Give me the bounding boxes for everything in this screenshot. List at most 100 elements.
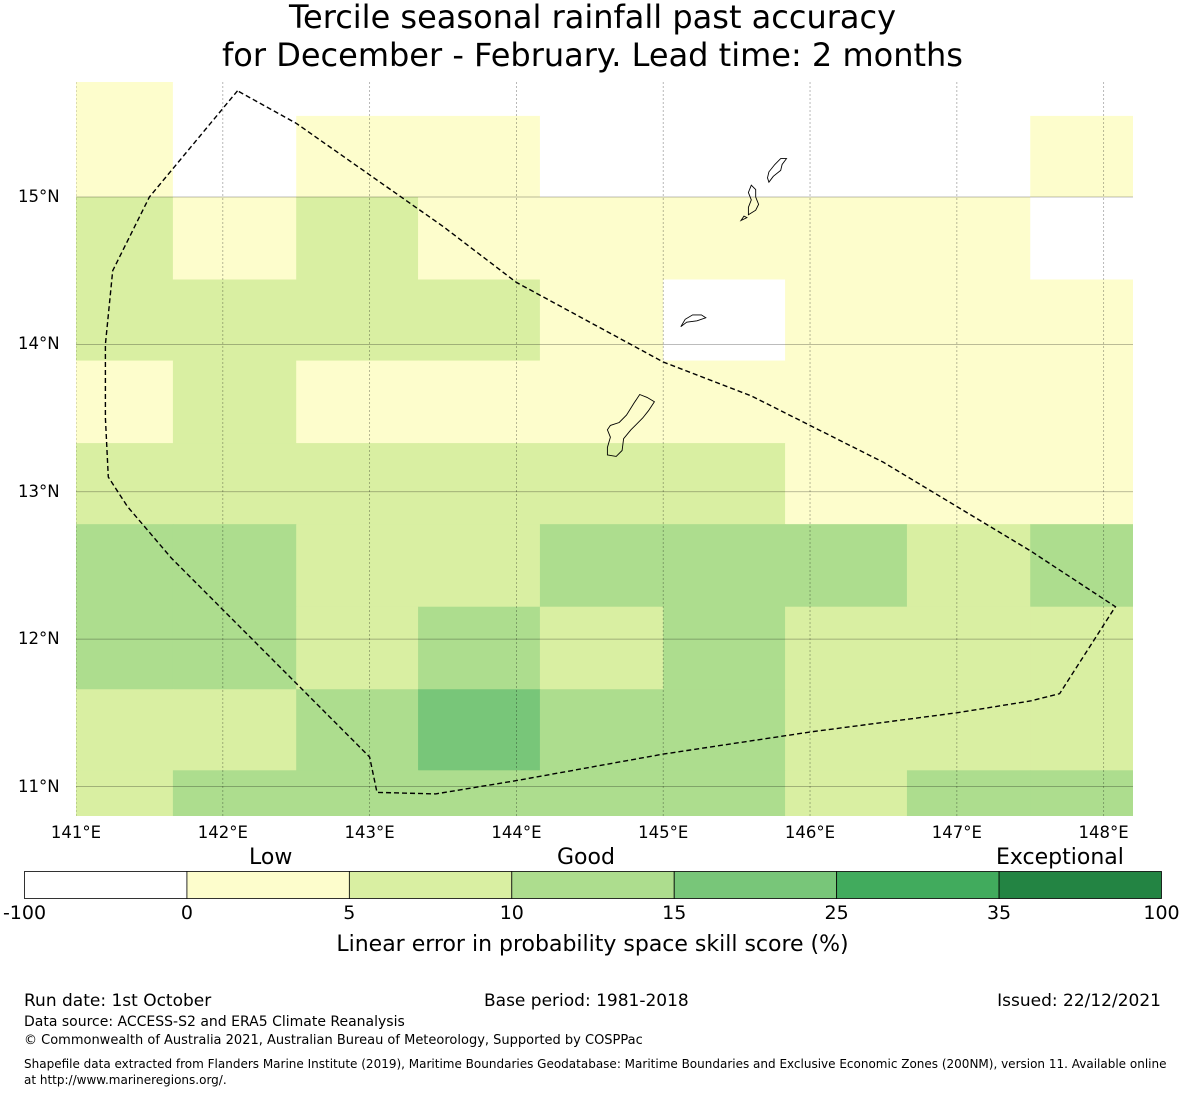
grid-cell <box>76 606 174 690</box>
grid-cell <box>785 770 908 816</box>
grid-cell <box>418 360 541 444</box>
colorbar-tick-label: 25 <box>824 902 849 924</box>
colorbar-tick-label: 100 <box>1143 902 1180 924</box>
grid-cell <box>296 279 419 362</box>
grid-cell <box>906 360 1031 444</box>
grid-cell <box>296 689 419 771</box>
grid-cell <box>296 82 419 117</box>
grid-cell <box>785 443 908 525</box>
island-outline <box>767 158 788 184</box>
grid-cell <box>1030 279 1133 362</box>
grid-cell <box>906 689 1031 771</box>
longitude-tick-label: 144°E <box>491 823 542 842</box>
grid-cell <box>1030 689 1133 771</box>
data-source: Data source: ACCESS-S2 and ERA5 Climate … <box>24 1014 405 1030</box>
grid-cell <box>296 443 419 525</box>
grid-cell <box>418 82 541 117</box>
grid-cell <box>906 443 1031 525</box>
island-coastlines <box>606 158 788 457</box>
colorbar-tick-label: -100 <box>2 902 47 924</box>
grid-cell <box>1030 443 1133 525</box>
colorbar-segment <box>998 871 1162 899</box>
grid-cell <box>76 524 174 608</box>
colorbar-segment <box>836 871 1000 899</box>
longitude-tick-label: 147°E <box>931 823 982 842</box>
grid-cell <box>906 115 1031 198</box>
latitude-tick-label: 15°N <box>18 186 60 206</box>
grid-cell <box>663 115 786 198</box>
graticule-lines <box>76 82 1133 816</box>
grid-cell <box>418 196 541 281</box>
skill-grid-cells <box>76 82 1133 816</box>
grid-cell <box>906 606 1031 690</box>
grid-cell <box>296 606 419 690</box>
grid-cell <box>1030 524 1133 608</box>
island-outline <box>606 393 656 457</box>
grid-cell <box>663 443 786 525</box>
grid-cell <box>539 115 664 198</box>
grid-cell <box>663 279 786 362</box>
longitude-tick-label: 145°E <box>638 823 689 842</box>
grid-cell <box>1030 606 1133 690</box>
grid-cell <box>663 689 786 771</box>
colorbar-tick-label: 5 <box>343 902 356 924</box>
grid-cell <box>76 196 174 281</box>
grid-cell <box>172 770 297 816</box>
grid-cell <box>76 443 174 525</box>
grid-cell <box>172 279 297 362</box>
colorbar-category-low: Low <box>249 845 293 870</box>
grid-cell <box>663 82 786 117</box>
grid-cell <box>663 360 786 444</box>
grid-cell <box>418 279 541 362</box>
grid-cell <box>785 689 908 771</box>
grid-cell <box>418 443 541 525</box>
grid-cell <box>785 115 908 198</box>
grid-cell <box>539 360 664 444</box>
grid-cell <box>785 196 908 281</box>
island-outline <box>747 184 760 216</box>
colorbar-category-exceptional: Exceptional <box>996 845 1124 870</box>
grid-cell <box>539 770 664 816</box>
grid-cell <box>906 770 1031 816</box>
colorbar-category-good: Good <box>557 845 615 870</box>
longitude-tick-label: 146°E <box>784 823 836 842</box>
grid-cell <box>418 524 541 608</box>
island-outline <box>739 215 748 222</box>
grid-cell <box>76 770 174 816</box>
grid-cell <box>539 279 664 362</box>
grid-cell <box>172 196 297 281</box>
grid-cell <box>1030 770 1133 816</box>
colorbar-label: Linear error in probability space skill … <box>336 932 849 957</box>
grid-cell <box>906 279 1031 362</box>
grid-cell <box>76 115 174 198</box>
longitude-tick-label: 143°E <box>344 823 395 842</box>
grid-cell <box>906 524 1031 608</box>
grid-cell <box>76 360 174 444</box>
grid-cell <box>172 360 297 444</box>
grid-cell <box>785 606 908 690</box>
longitude-tick-label: 141°E <box>50 823 102 842</box>
issued-date: Issued: 22/12/2021 <box>997 991 1161 1011</box>
skill-score-map <box>76 82 1133 816</box>
grid-cell <box>296 115 419 198</box>
latitude-tick-label: 12°N <box>18 629 60 649</box>
map-title-line-1: Tercile seasonal rainfall past accuracy <box>288 0 897 36</box>
grid-cell <box>296 524 419 608</box>
colorbar-tick-label: 15 <box>662 902 687 924</box>
latitude-tick-label: 14°N <box>18 334 60 354</box>
grid-cell <box>172 443 297 525</box>
grid-cell <box>172 689 297 771</box>
grid-cell <box>172 524 297 608</box>
grid-cell <box>418 606 541 690</box>
grid-cell <box>663 196 786 281</box>
grid-cell <box>76 279 174 362</box>
shapefile-attribution-line-2: at http://www.marineregions.org/. <box>24 1073 227 1087</box>
copyright-notice: © Commonwealth of Australia 2021, Austra… <box>24 1033 643 1048</box>
colorbar-tick-label: 10 <box>499 902 524 924</box>
grid-cell <box>539 82 664 117</box>
grid-cell <box>76 82 174 117</box>
colorbar-tick-label: 0 <box>180 902 193 924</box>
grid-cell <box>1030 82 1133 117</box>
grid-cell <box>418 115 541 198</box>
grid-cell <box>1030 115 1133 198</box>
